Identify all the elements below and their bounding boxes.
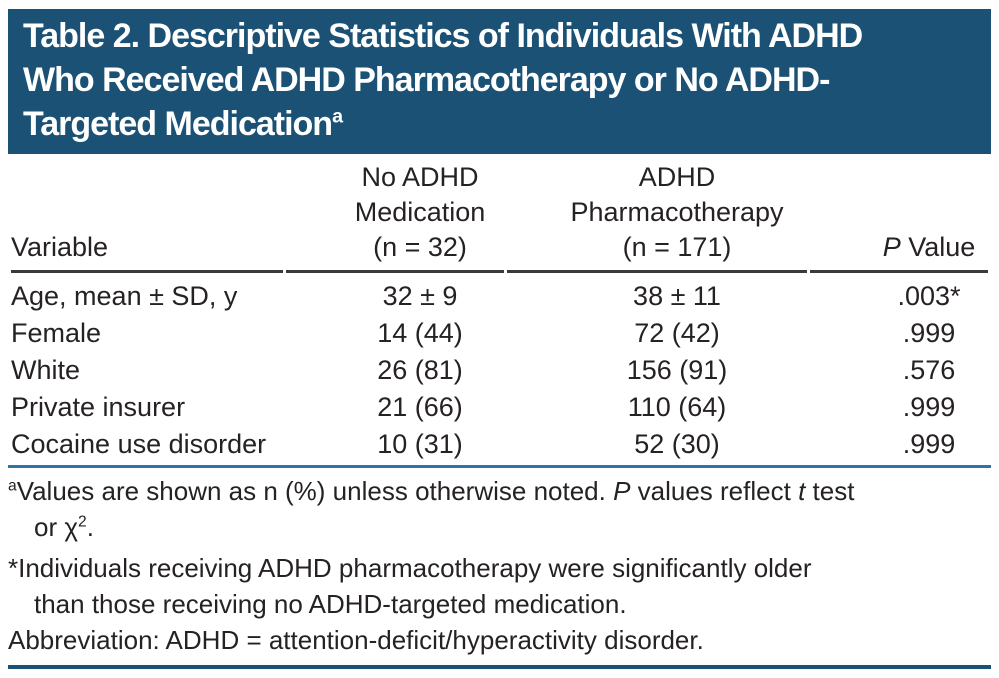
cell-p-value: .999 [902,392,956,422]
cell-pharmacotherapy: 72 (42) [634,318,720,348]
cell-p-value: .999 [902,429,956,459]
title-line-2: Who Received ADHD Pharmacotherapy or No … [23,61,830,99]
cell-pharmacotherapy: 156 (91) [626,355,728,385]
cell-pharmacotherapy: 110 (64) [627,392,727,422]
cell-no-medication: 32 ± 9 [382,281,458,311]
figure-bottom-rule [8,665,991,669]
footnote-star-marker: * [8,553,19,583]
footnote-significance: *Individuals receiving ADHD pharmacother… [8,550,991,622]
cell-no-medication: 10 (31) [377,429,463,459]
table-row: Age, mean ± SD, y 32 ± 9 38 ± 11 .003* [11,273,988,315]
column-header-adhd-pharmacotherapy: ADHD Pharmacotherapy (n = 171) [507,160,807,273]
cell-variable: Female [11,318,102,348]
table-figure: Table 2. Descriptive Statistics of Indiv… [8,9,991,669]
column-header-no-adhd-medication: No ADHD Medication (n = 32) [286,160,504,273]
cell-p-value: .003* [897,281,961,311]
table-row: Female 14 (44) 72 (42) .999 [11,315,988,352]
table-row: Private insurer 21 (66) 110 (64) .999 [11,389,988,426]
footnote-star-line-2: than those receiving no ADHD-targeted me… [34,589,627,619]
stats-table: Variable No ADHD Medication (n = 32) ADH… [8,160,991,463]
cell-no-medication: 14 (44) [377,318,463,348]
cell-pharmacotherapy: 38 ± 11 [633,281,721,311]
title-line-3: Targeted Medicationa [23,105,343,143]
cell-no-medication: 21 (66) [377,392,463,422]
page-title: Table 2. Descriptive Statistics of Indiv… [8,9,991,154]
cell-variable: Age, mean ± SD, y [11,281,238,311]
cell-p-value: .999 [902,318,956,348]
table-row: Cocaine use disorder 10 (31) 52 (30) .99… [11,426,988,463]
cell-variable: Cocaine use disorder [11,429,267,459]
title-line-1: Table 2. Descriptive Statistics of Indiv… [23,17,863,55]
header-row: Variable No ADHD Medication (n = 32) ADH… [11,160,988,273]
column-header-p-value: P Value [810,160,988,273]
footnotes: aValues are shown as n (%) unless otherw… [8,473,991,658]
title-footnote-marker: a [332,105,343,128]
footnote-a-line-2: or χ2. [34,512,94,542]
cell-variable: Private insurer [11,392,186,422]
cell-variable: White [11,355,81,385]
table-bottom-rule [8,465,991,468]
footnote-star-line-1: *Individuals receiving ADHD pharmacother… [8,553,812,583]
cell-p-value: .576 [902,355,956,385]
cell-no-medication: 26 (81) [377,355,463,385]
column-header-variable: Variable [11,160,283,273]
footnote-a: aValues are shown as n (%) unless otherw… [8,473,991,545]
cell-pharmacotherapy: 52 (30) [634,429,720,459]
footnote-a-marker: a [8,477,17,495]
footnote-abbreviation: Abbreviation: ADHD = attention-deficit/h… [8,625,704,655]
table-row: White 26 (81) 156 (91) .576 [11,352,988,389]
footnote-a-line-1: aValues are shown as n (%) unless otherw… [8,476,855,506]
